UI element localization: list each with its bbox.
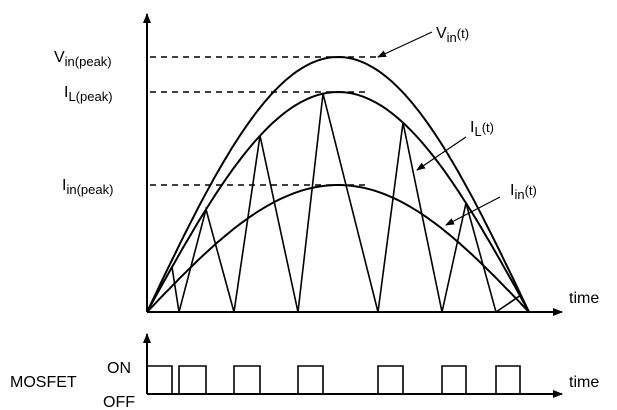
iin-curve [146, 184, 530, 313]
vin-peak-label: Vin(peak) [54, 49, 112, 69]
time-label-bottom: time [569, 374, 599, 391]
iin-t-label: Iin(t) [510, 182, 537, 202]
off-label: OFF [103, 394, 135, 410]
il-peak-label: IL(peak) [64, 84, 113, 104]
iin-peak-label: Iin(peak) [62, 177, 113, 197]
mosfet-label: MOSFET [10, 374, 77, 391]
time-label-top: time [569, 290, 599, 307]
il-triangle-ripple [146, 93, 530, 314]
il-t-pointer-arrow [416, 136, 467, 171]
il-t-label: IL(t) [470, 119, 494, 139]
mosfet-gate-pulse-train [146, 365, 521, 395]
iin-t-pointer-arrow [445, 196, 501, 226]
on-label: ON [107, 360, 131, 377]
vin-t-label: Vin(t) [436, 25, 469, 45]
vin-curve [146, 55, 530, 313]
vin-t-pointer-arrow [377, 31, 433, 58]
il-envelope-curve [146, 90, 530, 313]
